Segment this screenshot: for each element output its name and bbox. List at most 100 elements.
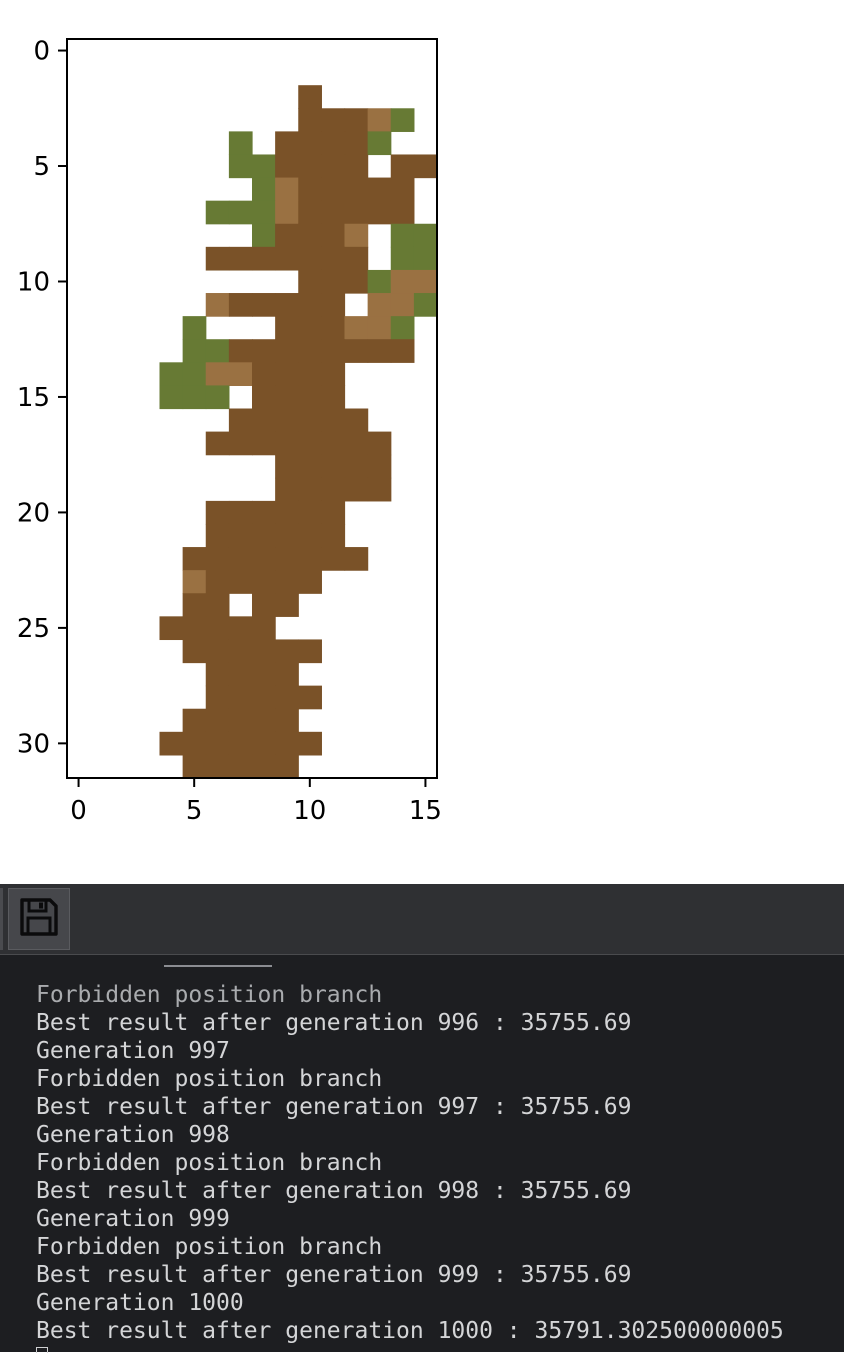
y-tick-label: 15 [17, 383, 50, 413]
pixel-cell [321, 246, 346, 271]
pixel-cell [252, 431, 276, 456]
pixel-cell [298, 431, 322, 456]
pixel-cell [344, 477, 369, 502]
pixel-cell [182, 639, 207, 664]
pixel-cell [298, 500, 322, 525]
pixel-cell [252, 385, 276, 410]
y-tick-label: 10 [17, 267, 50, 297]
pixel-cell [367, 339, 392, 363]
pixel-cell [275, 177, 299, 202]
pixel-cell [205, 639, 230, 664]
pixel-cell [205, 500, 230, 525]
pixel-cell [252, 708, 276, 733]
pixel-cell [298, 685, 322, 710]
pixel-cell [275, 639, 299, 664]
pixel-cell [344, 269, 369, 294]
pixel-cell [321, 385, 346, 410]
pixel-cell [205, 570, 230, 594]
pixel-cell [367, 454, 392, 479]
y-tick-label: 20 [17, 498, 50, 528]
pixel-cell [228, 570, 253, 594]
pixel-cell [390, 154, 415, 179]
save-figure-button[interactable] [8, 888, 70, 950]
pixel-cell [252, 200, 276, 225]
pixel-cell [275, 385, 299, 410]
pixel-cell [298, 547, 322, 571]
y-tick-label: 25 [17, 614, 50, 644]
x-tick-label: 0 [70, 796, 87, 826]
pixel-cell [413, 154, 438, 179]
pixel-cell [205, 662, 230, 687]
pixel-cell [182, 616, 207, 641]
pixel-cell [182, 593, 207, 617]
pixel-cell [321, 293, 346, 317]
pixel-cell [390, 177, 415, 202]
pixel-cell [321, 131, 346, 156]
pixel-cell [298, 223, 322, 248]
pixel-cell [275, 685, 299, 710]
console-line: Best result after generation 1000 : 3579… [36, 1318, 784, 1344]
pixel-cell [367, 477, 392, 502]
pixel-cell [159, 731, 184, 756]
pixel-cell [298, 131, 322, 156]
pixel-cell [182, 547, 207, 571]
pixel-cell [367, 108, 392, 132]
x-tick-label: 15 [409, 796, 442, 826]
console-line: Forbidden position branch [36, 982, 383, 1008]
pixel-cell [252, 616, 276, 641]
pixel-cell [275, 200, 299, 225]
pixel-cell [321, 523, 346, 548]
pixel-cell [205, 523, 230, 548]
console-output[interactable]: Forbidden position branch Best result af… [0, 955, 844, 1352]
console-cursor [36, 1347, 48, 1353]
pixel-cell [182, 316, 207, 340]
pixel-cell [205, 339, 230, 363]
pixel-cell [252, 408, 276, 433]
pixel-cell [344, 154, 369, 179]
pixel-cell [390, 316, 415, 340]
pixel-cell [390, 269, 415, 294]
pixel-cell [298, 108, 322, 132]
pixel-cell [275, 731, 299, 756]
pixel-cell [275, 754, 299, 779]
pixel-cell [321, 408, 346, 433]
pixel-cell [275, 708, 299, 733]
pixel-cell [390, 339, 415, 363]
pixel-cell [228, 754, 253, 779]
pixel-grid [159, 85, 438, 779]
pixel-cell [228, 731, 253, 756]
pixel-cell [182, 754, 207, 779]
pixel-cell [275, 454, 299, 479]
pixel-cell [205, 547, 230, 571]
pixel-cell [298, 477, 322, 502]
pixel-cell [298, 523, 322, 548]
pixel-cell [228, 523, 253, 548]
pixel-cell [298, 731, 322, 756]
pixel-cell [413, 293, 438, 317]
y-tick-label: 30 [17, 729, 50, 759]
pixel-cell [205, 293, 230, 317]
pixel-cell [228, 708, 253, 733]
pixel-cell [298, 639, 322, 664]
pixel-cell [205, 431, 230, 456]
pixel-cell [159, 385, 184, 410]
pixel-cell [252, 754, 276, 779]
pixel-cell [252, 523, 276, 548]
x-tick-label: 5 [186, 796, 203, 826]
pixel-cell [275, 293, 299, 317]
console-line: Best result after generation 998 : 35755… [36, 1178, 632, 1204]
pixel-cell [321, 269, 346, 294]
pixel-cell [228, 547, 253, 571]
console-lines: Forbidden position branch Best result af… [36, 981, 784, 1345]
y-tick-label: 5 [33, 152, 50, 182]
pixel-cell [275, 477, 299, 502]
pixel-cell [367, 269, 392, 294]
pixel-cell [275, 523, 299, 548]
pixel-cell [252, 593, 276, 617]
pixel-cell [159, 616, 184, 641]
pixel-cell [413, 246, 438, 271]
pixel-cell [252, 500, 276, 525]
pixel-cell [275, 431, 299, 456]
pixel-cell [344, 431, 369, 456]
pixel-cell [205, 385, 230, 410]
